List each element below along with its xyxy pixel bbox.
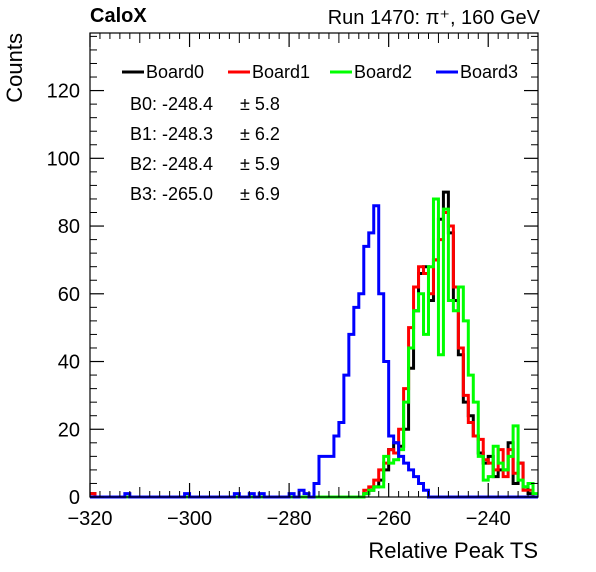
stat-label: B0: -248.4	[130, 94, 213, 114]
y-tick-label: 60	[58, 284, 80, 306]
stat-sigma: ± 6.9	[240, 184, 280, 204]
legend-label-board0: Board0	[146, 62, 204, 82]
stat-sigma: ± 6.2	[240, 124, 280, 144]
legend: Board0 Board1 Board2 Board3	[122, 62, 518, 82]
y-tick-label: 120	[47, 81, 80, 103]
x-tick-label: −280	[267, 508, 312, 530]
stat-sigma: ± 5.9	[240, 154, 280, 174]
stat-sigma: ± 5.8	[240, 94, 280, 114]
stat-label: B3: -265.0	[130, 184, 213, 204]
stat-label: B1: -248.3	[130, 124, 213, 144]
stat-label: B2: -248.4	[130, 154, 213, 174]
legend-label-board1: Board1	[252, 62, 310, 82]
y-tick-label: 80	[58, 216, 80, 238]
plot-frame	[89, 32, 539, 498]
plot-title-right: Run 1470: π⁺, 160 GeV	[327, 7, 540, 29]
y-tick-label: 40	[58, 352, 80, 374]
legend-label-board2: Board2	[354, 62, 412, 82]
x-tick-label: −320	[67, 508, 112, 530]
y-axis-title: Counts	[2, 33, 27, 103]
plot-title-left: CaloX	[90, 5, 147, 27]
axes: −320 −300 −280 −260 −240 0 20 40 60 80 100 120 Relat…	[2, 33, 539, 563]
histogram-series-board2	[90, 197, 538, 499]
x-axis-title: Relative Peak TS	[368, 538, 538, 563]
y-tick-label: 0	[69, 487, 80, 509]
stats-box: B0: -248.4 ± 5.8 B1: -248.3 ± 6.2 B2: -248.4…	[130, 94, 280, 204]
x-tick-label: −260	[366, 508, 411, 530]
x-tick-label: −240	[466, 508, 511, 530]
x-tick-label: −300	[167, 508, 212, 530]
histogram-series-board3	[90, 204, 538, 499]
y-tick-label: 100	[47, 148, 80, 170]
histogram-series-board1	[90, 211, 538, 499]
legend-label-board3: Board3	[460, 62, 518, 82]
y-tick-label: 20	[58, 419, 80, 441]
histogram-lines	[90, 190, 538, 499]
histogram-series-board0	[90, 190, 538, 499]
